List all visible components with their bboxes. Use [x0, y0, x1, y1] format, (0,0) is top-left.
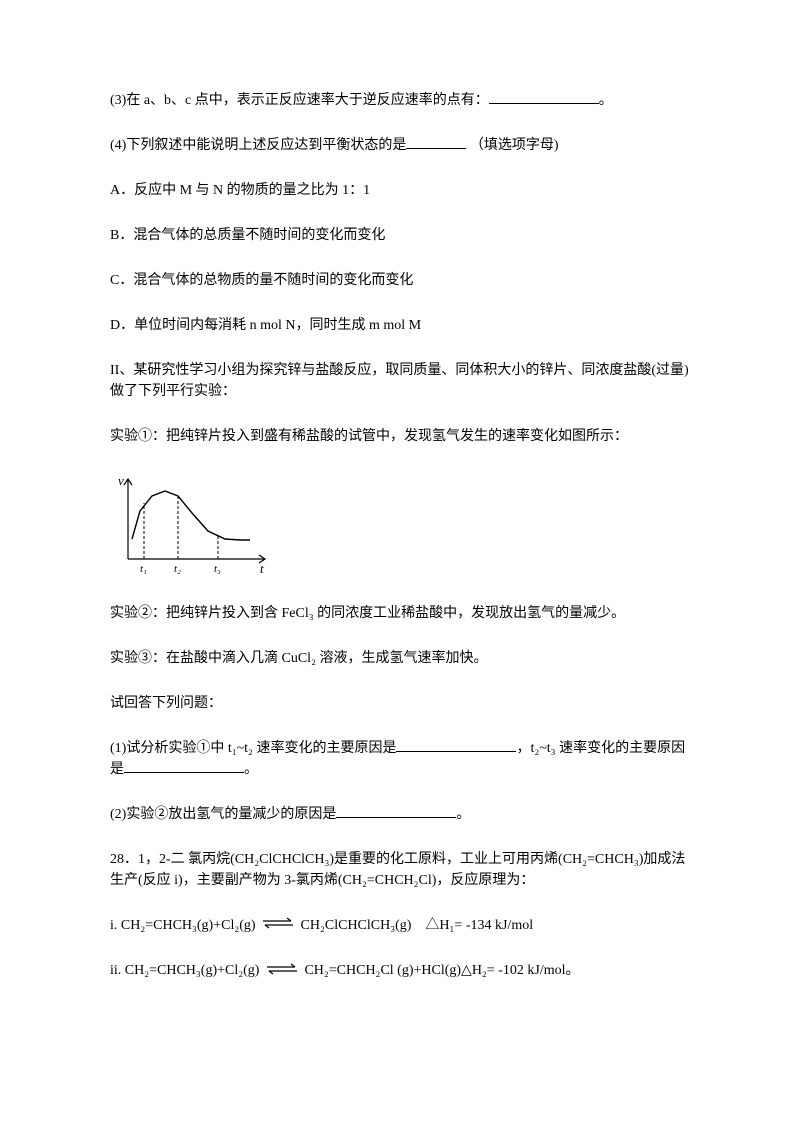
q3-text-pre: (3)在 a、b、c 点中，表示正反应速率大于逆反应速率的点有：	[110, 93, 489, 108]
q4-option-c: C．混合气体的总物质的量不随时间的变化而变化	[110, 270, 694, 291]
p2q2-blank	[336, 817, 456, 818]
chart-tick-t3: t₃	[214, 563, 221, 575]
part-ii-q2: (2)实验②放出氢气的量减少的原因是 。	[110, 804, 694, 825]
p2q1-pre: (1)试分析实验①中 t₁~t₂ 速率变化的主要原因是	[110, 741, 396, 756]
chart-tick-t1: t₁	[140, 563, 147, 575]
q4-option-a: A．反应中 M 与 N 的物质的量之比为 1：1	[110, 180, 694, 201]
p2q1-blank2	[124, 772, 244, 773]
q3-blank	[489, 103, 599, 104]
experiment-2: 实验②：把纯锌片投入到含 FeCl₃ 的同浓度工业稀盐酸中，发现放出氢气的量减少…	[110, 603, 694, 624]
question-4-intro: (4)下列叙述中能说明上述反应达到平衡状态的是 （填选项字母)	[110, 135, 694, 156]
equilibrium-arrow-icon	[261, 915, 295, 936]
question-3: (3)在 a、b、c 点中，表示正反应速率大于逆反应速率的点有： 。	[110, 90, 694, 111]
q3-text-post: 。	[599, 93, 613, 108]
equilibrium-arrow-icon	[265, 961, 299, 982]
p2q1-blank1	[396, 751, 516, 752]
experiment-1: 实验①：把纯锌片投入到盛有稀盐酸的试管中，发现氢气发生的速率变化如图所示：	[110, 426, 694, 447]
q4-option-d: D．单位时间内每消耗 n mol N，同时生成 m mol M	[110, 315, 694, 336]
experiment-3: 实验③：在盐酸中滴入几滴 CuCl₂ 溶液，生成氢气速率加快。	[110, 648, 694, 669]
q4-option-b: B．混合气体的总质量不随时间的变化而变化	[110, 225, 694, 246]
p2q2-post: 。	[456, 807, 470, 822]
p2q2-pre: (2)实验②放出氢气的量减少的原因是	[110, 807, 336, 822]
q4-blank	[406, 148, 466, 149]
part-ii-intro: II、某研究性学习小组为探究锌与盐酸反应，取同质量、同体积大小的锌片、同浓度盐酸…	[110, 360, 694, 402]
equation-i: i. CH₂=CHCH₃(g)+Cl₂(g) CH₂ClCHClCH₃(g) △…	[110, 915, 694, 936]
part-ii-q1: (1)试分析实验①中 t₁~t₂ 速率变化的主要原因是，t₂~t₃ 速率变化的主…	[110, 738, 694, 780]
chart-xlabel: t	[260, 561, 264, 576]
p2q1-post: 。	[244, 762, 258, 777]
eq1-left: i. CH₂=CHCH₃(g)+Cl₂(g)	[110, 918, 256, 933]
chart-ylabel: v	[118, 473, 124, 488]
q4-intro-pre: (4)下列叙述中能说明上述反应达到平衡状态的是	[110, 138, 406, 153]
question-28: 28．1，2-二 氯丙烷(CH₂ClCHClCH₃)是重要的化工原料，工业上可用…	[110, 849, 694, 891]
eq1-right: CH₂ClCHClCH₃(g) △H₁= -134 kJ/mol	[301, 918, 534, 933]
answer-prompt: 试回答下列问题：	[110, 693, 694, 714]
rate-chart-container: v t t₁ t₂ t₃	[110, 471, 694, 581]
q4-intro-post: （填选项字母)	[470, 138, 559, 153]
equation-ii: ii. CH₂=CHCH₃(g)+Cl₂(g) CH₂=CHCH₂Cl (g)+…	[110, 960, 694, 981]
rate-vs-time-chart: v t t₁ t₂ t₃	[110, 471, 270, 581]
document-page: (3)在 a、b、c 点中，表示正反应速率大于逆反应速率的点有： 。 (4)下列叙…	[0, 0, 794, 1066]
eq2-right: CH₂=CHCH₂Cl (g)+HCl(g)△H₂= -102 kJ/mol。	[304, 963, 579, 978]
chart-tick-t2: t₂	[174, 563, 181, 575]
eq2-left: ii. CH₂=CHCH₃(g)+Cl₂(g)	[110, 963, 259, 978]
